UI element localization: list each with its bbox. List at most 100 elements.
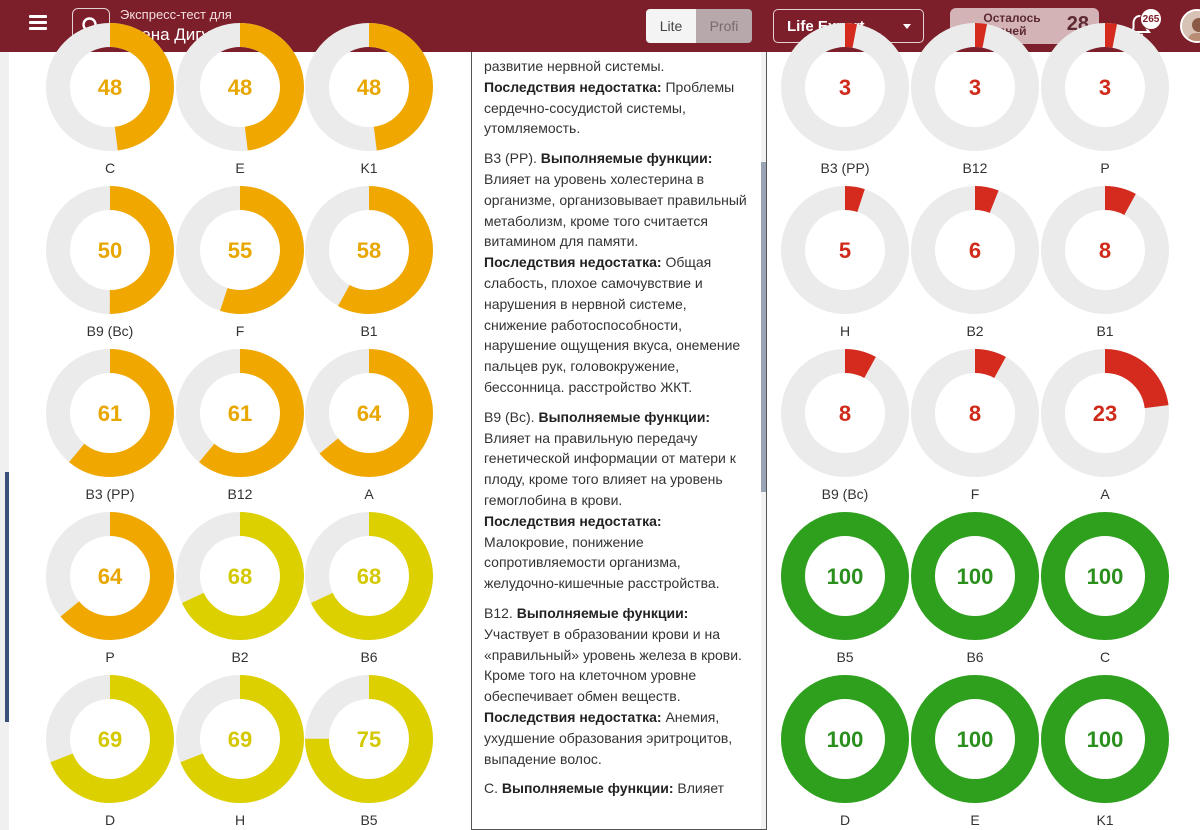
vitamin-gauge[interactable]: 8 B1 xyxy=(1040,185,1170,339)
description-panel[interactable]: развитие нервной системы. Последствия не… xyxy=(471,52,767,830)
gauge-label: B12 xyxy=(962,160,988,176)
gauge-value: 8 xyxy=(839,401,851,426)
vitamin-gauge[interactable]: 100 B5 xyxy=(780,511,910,665)
desc-paragraph: C. Выполняемые функции: Влияет xyxy=(484,778,752,799)
gauge-label: B5 xyxy=(360,812,378,828)
vitamin-gauge[interactable]: 6 B2 xyxy=(910,185,1040,339)
desc-text: Общая слабость, плохое самочувствие и на… xyxy=(484,254,741,395)
vitamin-gauge[interactable]: 100 K1 xyxy=(1040,674,1170,828)
gauge-value: 61 xyxy=(228,401,252,426)
desc-paragraph: B9 (Bc). Выполняемые функции: Влияет на … xyxy=(484,407,752,594)
avatar[interactable] xyxy=(1180,9,1200,43)
gauge-value: 75 xyxy=(357,727,381,752)
gauge-arc xyxy=(176,23,304,151)
gauge-arc xyxy=(781,675,909,803)
gauge-arc xyxy=(911,512,1039,640)
gauge-value: 48 xyxy=(98,75,122,100)
vitamin-gauge[interactable]: 100 D xyxy=(780,674,910,828)
gauge-arc xyxy=(911,186,1039,314)
gauge-arc xyxy=(1041,512,1169,640)
vitamin-gauge[interactable]: 23 A xyxy=(1040,348,1170,502)
desc-vitamin-name: B12. xyxy=(484,604,513,621)
gauge-label: B1 xyxy=(360,323,378,339)
vitamin-gauge[interactable]: 64 P xyxy=(45,511,175,665)
vitamin-gauge[interactable]: 3 B3 (PP) xyxy=(780,22,910,176)
gauge-label: B9 (Bc) xyxy=(821,486,869,502)
gauge-ring: 8 xyxy=(1041,186,1169,314)
vitamin-gauge[interactable]: 50 B9 (Bc) xyxy=(45,185,175,339)
desc-text: Участвует в образовании крови и на «прав… xyxy=(484,625,742,705)
gauge-ring: 61 xyxy=(176,349,304,477)
mode-lite-button[interactable]: Lite xyxy=(646,9,696,43)
desc-text: Влияет на правильную передачу генетическ… xyxy=(484,429,736,508)
mode-profi-button[interactable]: Profi xyxy=(696,9,752,43)
gauge-arc xyxy=(1041,675,1169,803)
gauge-value: 100 xyxy=(1087,727,1124,752)
menu-icon[interactable] xyxy=(29,15,47,35)
vitamin-gauge[interactable]: 100 E xyxy=(910,674,1040,828)
desc-heading: Выполняемые функции: xyxy=(501,780,674,797)
gauge-value: 6 xyxy=(969,238,981,263)
notification-count: 265 xyxy=(1140,8,1162,30)
gauge-arc xyxy=(176,512,304,640)
vitamin-gauge[interactable]: 68 B2 xyxy=(175,511,305,665)
gauge-value: 68 xyxy=(228,564,252,589)
left-edge-mark xyxy=(5,472,9,722)
vitamin-gauge[interactable]: 61 B12 xyxy=(175,348,305,502)
gauge-arc xyxy=(305,186,433,314)
gauge-ring: 3 xyxy=(911,23,1039,151)
gauge-ring: 55 xyxy=(176,186,304,314)
desc-vitamin-name: B9 (Bc). xyxy=(484,408,535,425)
vitamin-gauge[interactable]: 100 B6 xyxy=(910,511,1040,665)
gauge-label: D xyxy=(839,812,851,828)
gauge-arc xyxy=(305,23,433,151)
gauge-label: H xyxy=(839,323,851,339)
mode-toggle: Lite Profi xyxy=(646,9,752,43)
gauge-ring: 5 xyxy=(781,186,909,314)
gauge-ring: 100 xyxy=(1041,675,1169,803)
gauge-arc xyxy=(1041,23,1169,151)
desc-heading: Последствия недостатка: xyxy=(484,708,662,725)
page-subtitle: Экспресс-тест для xyxy=(120,7,232,22)
vitamin-gauge[interactable]: 100 C xyxy=(1040,511,1170,665)
vitamin-gauge[interactable]: 55 F xyxy=(175,185,305,339)
desc-text: Влияет xyxy=(673,780,725,797)
scrollbar-thumb[interactable] xyxy=(761,162,766,492)
gauge-label: C xyxy=(1099,649,1111,665)
gauge-ring: 8 xyxy=(781,349,909,477)
vitamin-gauge[interactable]: 75 B5 xyxy=(304,674,434,828)
vitamin-gauge[interactable]: 8 B9 (Bc) xyxy=(780,348,910,502)
gauge-label: K1 xyxy=(1096,812,1114,828)
vitamin-gauge[interactable]: 58 B1 xyxy=(304,185,434,339)
gauge-label: B6 xyxy=(966,649,984,665)
gauge-arc xyxy=(305,512,433,640)
gauge-value: 3 xyxy=(969,75,981,100)
gauge-value: 3 xyxy=(1099,75,1111,100)
vitamin-gauge[interactable]: 48 K1 xyxy=(304,22,434,176)
gauge-value: 68 xyxy=(357,564,381,589)
gauge-ring: 100 xyxy=(911,675,1039,803)
vitamin-gauge[interactable]: 64 A xyxy=(304,348,434,502)
vitamin-gauge[interactable]: 69 H xyxy=(175,674,305,828)
vitamin-gauge[interactable]: 3 B12 xyxy=(910,22,1040,176)
gauge-label: K1 xyxy=(360,160,378,176)
desc-heading: Выполняемые функции: xyxy=(540,150,713,167)
gauge-value: 48 xyxy=(228,75,252,100)
gauge-ring: 100 xyxy=(781,675,909,803)
scrollbar[interactable] xyxy=(761,52,766,829)
vitamin-gauge[interactable]: 68 B6 xyxy=(304,511,434,665)
gauge-label: P xyxy=(1100,160,1110,176)
gauge-ring: 48 xyxy=(46,23,174,151)
vitamin-gauge[interactable]: 48 C xyxy=(45,22,175,176)
vitamin-gauge[interactable]: 48 E xyxy=(175,22,305,176)
gauge-ring: 69 xyxy=(176,675,304,803)
gauge-ring: 64 xyxy=(46,512,174,640)
vitamin-gauge[interactable]: 69 D xyxy=(45,674,175,828)
desc-text: Проблемы сердечно-сосудистой системы, ут… xyxy=(484,78,735,137)
gauge-ring: 75 xyxy=(305,675,433,803)
desc-heading: Выполняемые функции: xyxy=(516,604,689,621)
vitamin-gauge[interactable]: 61 B3 (PP) xyxy=(45,348,175,502)
